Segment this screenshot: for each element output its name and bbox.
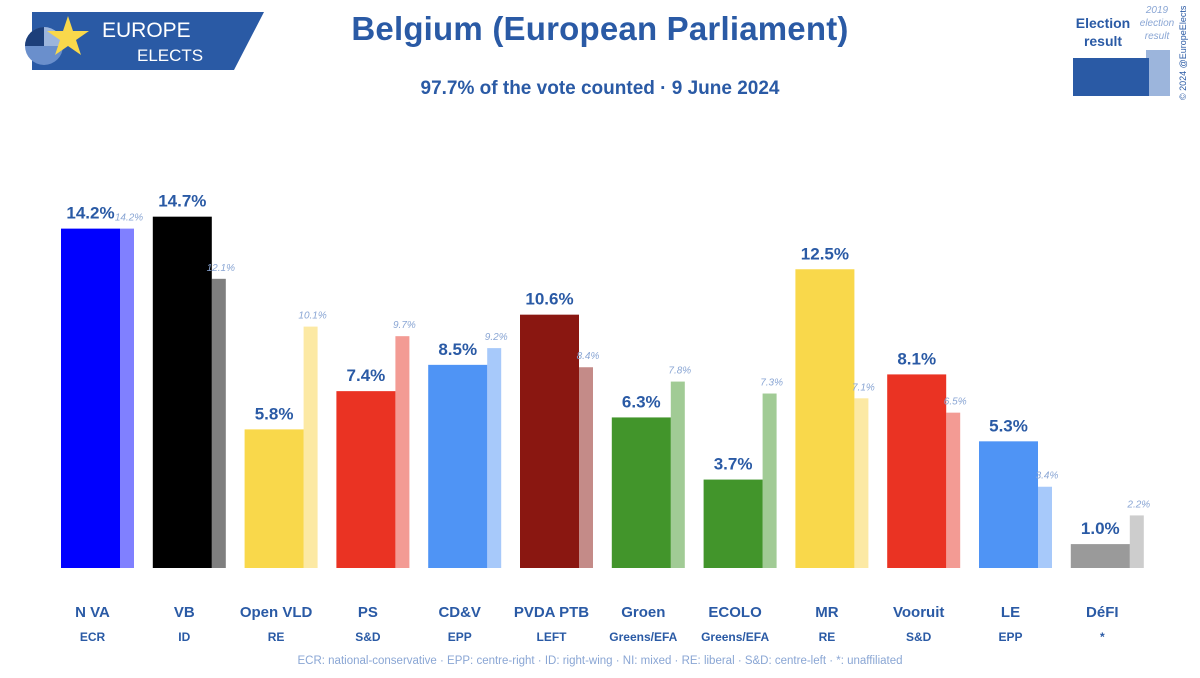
bar-previous-6 <box>670 381 685 568</box>
value-label-previous-4: 9.2% <box>485 332 508 343</box>
bar-previous-7 <box>762 393 777 568</box>
value-label-previous-11: 2.2% <box>1126 499 1150 510</box>
category-label-11: DéFI <box>1086 604 1119 621</box>
bar-previous-5 <box>579 367 593 568</box>
group-label-3: S&D <box>355 630 381 644</box>
value-label-previous-5: 8.4% <box>577 351 600 362</box>
legend: Election result 2019 election result <box>1060 4 1190 104</box>
logo-text-europe: EUROPE <box>102 19 191 42</box>
category-label-4: CD&V <box>438 604 481 621</box>
group-label-11: * <box>1100 630 1105 644</box>
legend-current-swatch <box>1073 58 1149 96</box>
group-label-8: RE <box>819 630 836 644</box>
bar-previous-11 <box>1129 515 1144 568</box>
legend-previous-line2: election <box>1139 18 1175 29</box>
group-label-10: EPP <box>998 630 1022 644</box>
value-label-current-11: 1.0% <box>1081 519 1120 538</box>
bar-previous-1 <box>211 278 226 568</box>
value-label-previous-8: 7.1% <box>852 382 875 393</box>
bar-previous-0 <box>120 228 134 568</box>
bar-previous-10 <box>1038 486 1052 568</box>
value-label-current-1: 14.7% <box>158 192 206 211</box>
category-label-2: Open VLD <box>240 604 313 621</box>
category-label-3: PS <box>358 604 378 621</box>
legend-current-line1: Election <box>1075 15 1131 31</box>
bar-current-4 <box>428 364 488 568</box>
bar-current-6 <box>611 417 671 568</box>
bar-previous-2 <box>303 326 318 568</box>
group-label-2: RE <box>268 630 285 644</box>
group-label-6: Greens/EFA <box>609 630 677 644</box>
value-label-previous-7: 7.3% <box>760 378 783 389</box>
value-label-current-7: 3.7% <box>714 455 753 474</box>
category-label-7: ECOLO <box>708 604 762 621</box>
bar-current-9 <box>887 374 947 568</box>
legend-current-line2: result <box>1083 33 1123 49</box>
bar-current-8 <box>795 269 855 568</box>
category-label-8: MR <box>815 604 838 621</box>
value-label-previous-2: 10.1% <box>298 311 326 322</box>
footnote: ECR: national-conservative · EPP: centre… <box>297 655 903 667</box>
group-label-5: LEFT <box>537 630 568 644</box>
category-label-9: Vooruit <box>893 604 944 621</box>
value-label-previous-10: 3.4% <box>1036 471 1059 482</box>
bar-current-5 <box>520 314 579 568</box>
value-label-previous-3: 9.7% <box>393 320 416 331</box>
group-label-7: Greens/EFA <box>701 630 769 644</box>
value-label-current-0: 14.2% <box>66 204 114 223</box>
value-label-current-6: 6.3% <box>622 392 661 411</box>
value-label-current-3: 7.4% <box>347 366 386 385</box>
value-label-current-8: 12.5% <box>801 244 849 263</box>
bar-current-3 <box>336 391 396 568</box>
legend-previous-line1: 2019 <box>1145 5 1169 16</box>
group-label-0: ECR <box>80 630 106 644</box>
value-label-current-10: 5.3% <box>989 416 1028 435</box>
value-label-current-4: 8.5% <box>438 340 477 359</box>
bar-current-0 <box>61 228 120 568</box>
group-label-1: ID <box>178 630 190 644</box>
legend-previous-swatch <box>1146 50 1170 96</box>
chart-title: Belgium (European Parliament) <box>351 10 849 47</box>
bar-previous-9 <box>946 412 961 568</box>
bar-current-1 <box>152 216 212 569</box>
legend-previous-label: 2019 election result <box>1138 4 1176 43</box>
category-label-10: LE <box>1001 604 1020 621</box>
category-label-1: VB <box>174 604 195 621</box>
value-label-previous-9: 6.5% <box>944 397 967 408</box>
legend-current-label: Election result <box>1074 14 1132 50</box>
bar-previous-3 <box>395 336 410 568</box>
bar-current-11 <box>1070 544 1130 568</box>
category-label-6: Groen <box>621 604 665 621</box>
value-label-current-9: 8.1% <box>897 349 936 368</box>
bar-previous-8 <box>854 398 869 568</box>
bar-previous-4 <box>487 348 502 568</box>
value-label-current-2: 5.8% <box>255 404 294 423</box>
star-icon <box>47 16 89 55</box>
category-label-5: PVDA PTB <box>514 604 589 621</box>
group-label-4: EPP <box>448 630 472 644</box>
bar-current-10 <box>979 441 1038 568</box>
legend-previous-line3: result <box>1144 31 1170 42</box>
value-label-previous-6: 7.8% <box>668 366 691 377</box>
category-label-0: N VA <box>75 604 110 621</box>
value-label-previous-0: 14.2% <box>115 213 143 224</box>
value-label-current-5: 10.6% <box>525 290 573 309</box>
bar-current-7 <box>703 479 763 568</box>
europe-elects-logo: EUROPE ELECTS <box>25 12 264 70</box>
logo-text-elects: ELECTS <box>137 46 203 65</box>
group-label-9: S&D <box>906 630 932 644</box>
chart-subtitle: 97.7% of the vote counted · 9 June 2024 <box>420 78 780 99</box>
value-label-previous-1: 12.1% <box>207 263 235 274</box>
bar-current-2 <box>244 429 304 568</box>
